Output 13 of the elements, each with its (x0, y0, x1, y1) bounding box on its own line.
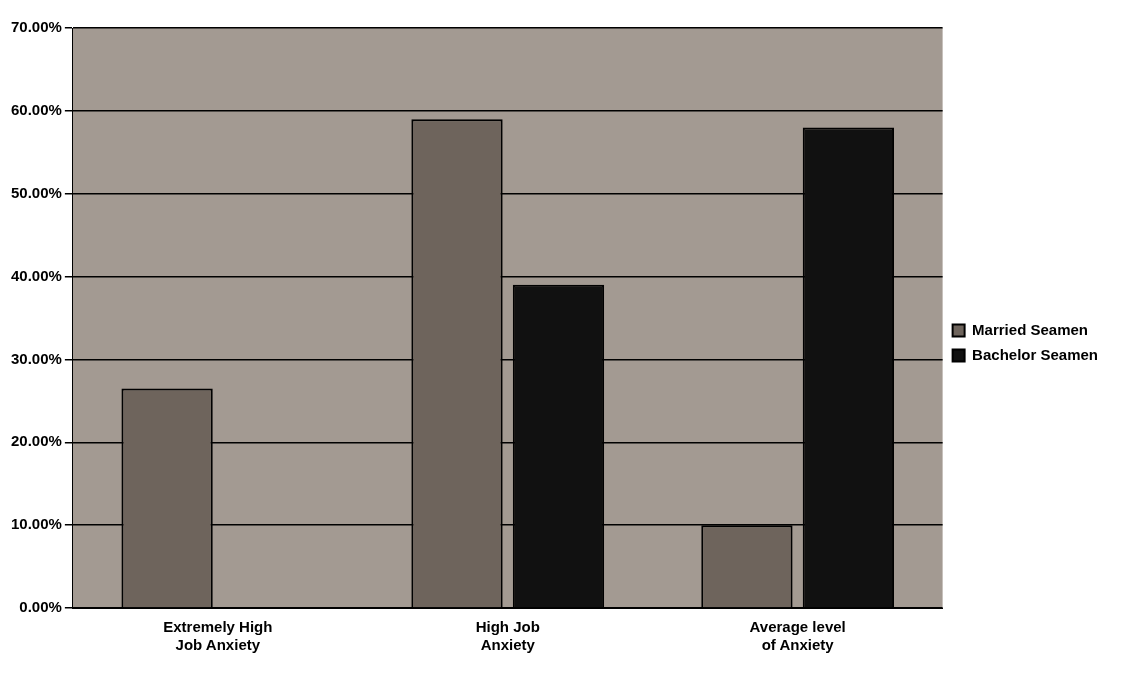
x-tick-label: High Job Anxiety (475, 618, 540, 654)
y-tick-label: 70.00% (11, 18, 62, 36)
y-tick-label: 60.00% (11, 101, 62, 118)
y-tick-label: 30.00% (11, 349, 62, 367)
y-tick-label: 10.00% (11, 515, 62, 533)
legend-label: Bachelor Seamen (972, 345, 1098, 363)
y-tick-label: 0.00% (19, 598, 62, 616)
y-tick-label: 40.00% (11, 266, 62, 284)
y-tick-label: 50.00% (11, 183, 62, 201)
x-tick-label: Extremely High Job Anxiety (163, 618, 273, 654)
legend-label: Married Seamen (972, 320, 1088, 338)
y-tick-label: 20.00% (11, 432, 62, 450)
x-tick-label: Average level of Anxiety (749, 618, 846, 654)
